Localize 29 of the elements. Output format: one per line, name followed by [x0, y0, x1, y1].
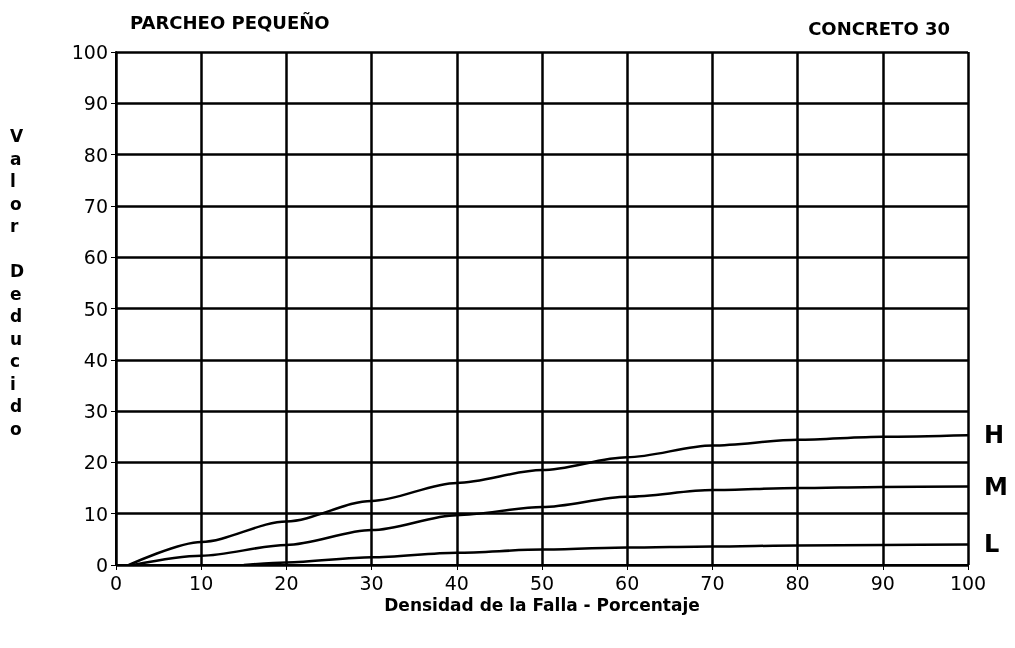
y-tick-label: 10 — [83, 502, 108, 525]
x-tick-label: 90 — [870, 571, 895, 594]
y-tick-label: 80 — [83, 143, 108, 166]
y-tick-label: 50 — [83, 297, 108, 320]
series-label: L — [984, 530, 1000, 559]
x-tick-label: 60 — [615, 571, 640, 594]
series-label: H — [984, 421, 1005, 450]
x-tick-label: 30 — [359, 571, 384, 594]
y-tick-label: 90 — [83, 92, 108, 115]
x-tick-label: 50 — [529, 571, 555, 594]
x-tick-label: 100 — [949, 571, 987, 594]
y-tick-label: 20 — [83, 451, 108, 474]
y-tick-label: 100 — [71, 41, 108, 63]
text: Valor Deducido — [10, 126, 25, 439]
x-axis-title: Densidad de la Falla - Porcentaje — [384, 595, 700, 616]
x-tick-label: 10 — [189, 571, 214, 594]
y-tick-label: 40 — [83, 348, 108, 371]
y-tick-label: 70 — [83, 194, 108, 217]
x-tick-label: 20 — [274, 571, 299, 594]
x-tick-label: 40 — [444, 571, 469, 594]
y-tick-label: 30 — [83, 400, 108, 423]
x-tick-label: 70 — [700, 571, 725, 594]
chart-title: PARCHEO PEQUEÑO — [130, 10, 330, 33]
x-tick-label: 0 — [109, 571, 123, 594]
y-tick-label: 0 — [95, 554, 108, 576]
y-tick-label: 60 — [83, 246, 108, 269]
chart-subtitle: CONCRETO 30 — [808, 17, 951, 39]
series-label: M — [984, 472, 1008, 501]
x-tick-label: 80 — [785, 571, 810, 594]
